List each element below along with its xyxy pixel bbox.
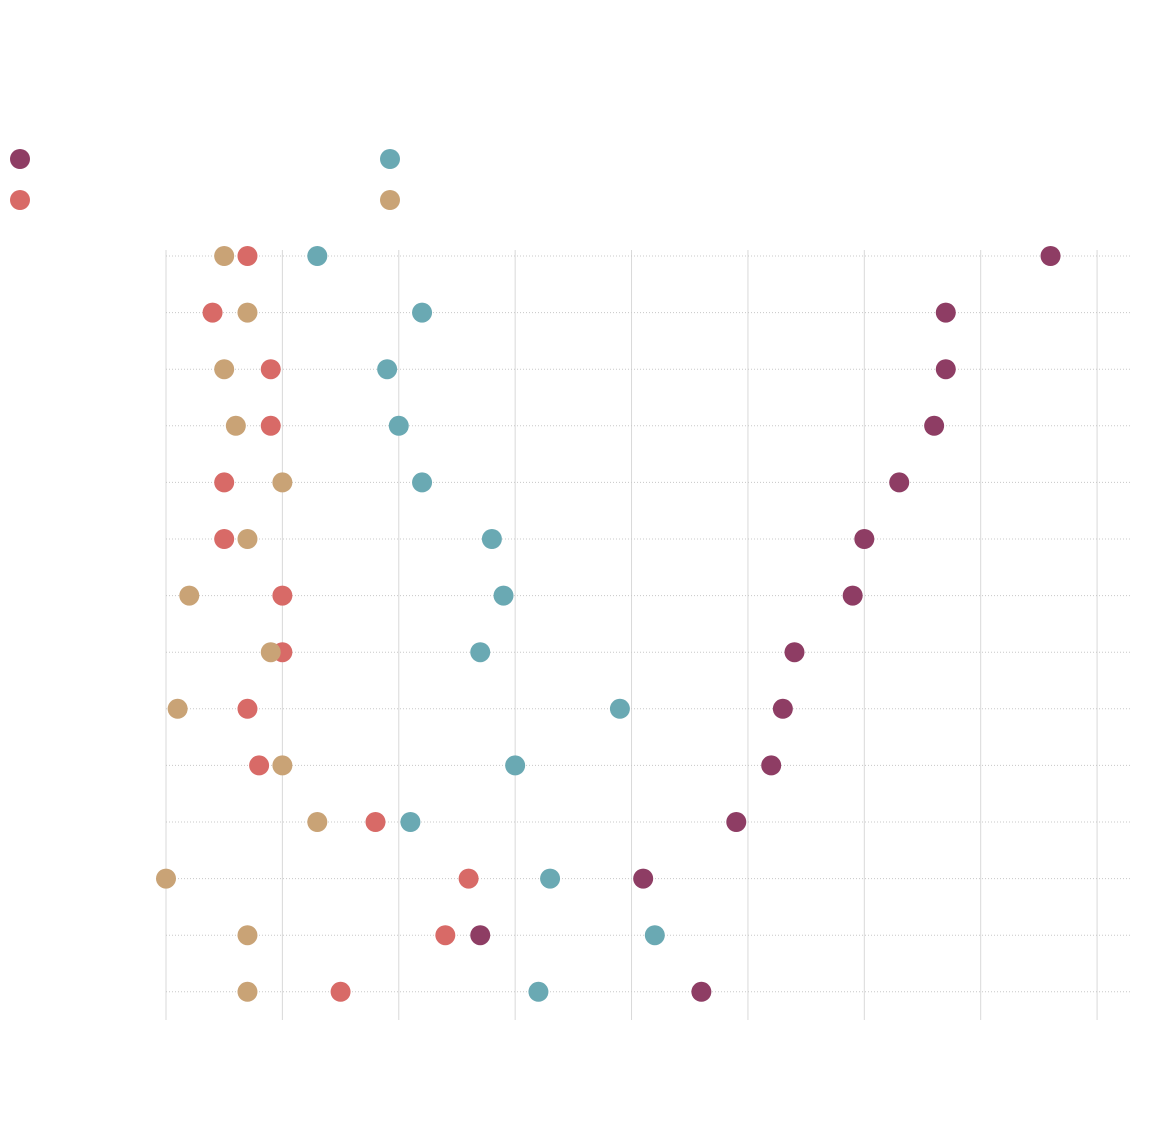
dot (167, 698, 188, 719)
dot (924, 415, 945, 436)
dot (179, 585, 200, 606)
legend-marker (10, 149, 30, 169)
dot (435, 925, 456, 946)
dot (609, 698, 630, 719)
dot (260, 642, 281, 663)
dot (633, 868, 654, 889)
dot (481, 529, 502, 549)
dot (761, 755, 782, 776)
dot (225, 415, 246, 436)
dot (470, 925, 491, 946)
dot (458, 868, 479, 889)
legend-marker (10, 190, 30, 210)
dot (237, 529, 258, 549)
dot (691, 981, 712, 1002)
dot (214, 359, 235, 380)
dot (156, 868, 176, 889)
dot (237, 981, 258, 1002)
dot (772, 698, 793, 719)
legend-marker (380, 149, 400, 169)
dot (214, 472, 235, 493)
dot (249, 755, 270, 776)
dot (237, 698, 258, 719)
dot (935, 302, 956, 323)
dot (505, 755, 526, 776)
dot (237, 925, 258, 946)
dot (307, 812, 328, 832)
dot (272, 755, 293, 776)
dot (644, 925, 665, 946)
dot (784, 642, 805, 663)
dot (889, 472, 910, 493)
legend-marker (380, 190, 400, 210)
dot (528, 981, 549, 1002)
dot (260, 415, 281, 436)
dot (214, 246, 235, 266)
dot (842, 585, 863, 606)
dot (214, 529, 235, 549)
dot (237, 246, 258, 266)
dot (388, 415, 409, 436)
dot (412, 472, 433, 493)
dot (726, 812, 747, 832)
dot (1040, 246, 1061, 266)
dot (307, 246, 328, 266)
dot (377, 359, 398, 380)
dot (470, 642, 491, 663)
dot (237, 302, 258, 323)
dot (202, 302, 223, 323)
dot (854, 529, 875, 549)
dot (400, 812, 421, 832)
dot (330, 981, 351, 1002)
dot (272, 472, 293, 493)
dot (493, 585, 514, 606)
dot (365, 812, 386, 832)
dot (260, 359, 281, 380)
dot (412, 302, 433, 323)
dot (935, 359, 956, 380)
dot (540, 868, 561, 889)
dot (272, 585, 293, 606)
